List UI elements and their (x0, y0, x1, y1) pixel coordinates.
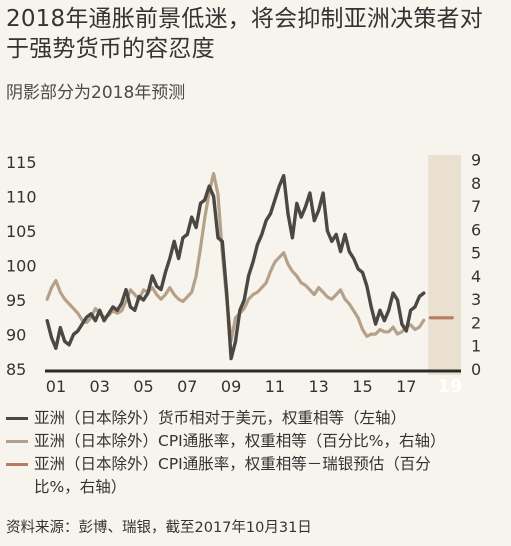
x-tick-label: 11 (265, 377, 285, 396)
left-tick-label: 90 (6, 325, 26, 344)
right-tick-label: 7 (471, 197, 481, 216)
legend-label-fx: 亚洲（日本除外）货币相对于美元，权重相等（左轴） (34, 409, 407, 427)
right-tick-label: 9 (471, 151, 481, 170)
legend-item-forecast: 亚洲（日本除外）CPI通胀率，权重相等－瑞银预估（百分比%，右轴） (6, 453, 506, 499)
left-tick-label: 110 (6, 187, 37, 206)
right-tick-label: 5 (471, 244, 481, 263)
right-tick-label: 2 (471, 313, 481, 332)
x-tick-label: 03 (90, 377, 110, 396)
right-tick-label: 0 (471, 360, 481, 379)
x-tick-label: 17 (396, 377, 416, 396)
x-axis-ticks: 01 03 05 07 09 11 13 15 17 19 (46, 376, 463, 397)
chart-subtitle: 阴影部分为2018年预测 (6, 83, 186, 103)
x-tick-label: 15 (352, 377, 372, 396)
legend: 亚洲（日本除外）货币相对于美元，权重相等（左轴） 亚洲（日本除外）CPI通胀率，… (6, 407, 506, 499)
chart-title: 2018年通胀前景低迷，将会抑制亚洲决策者对于强势货币的容忍度 (6, 6, 483, 62)
series-line-fx (45, 174, 426, 361)
right-tick-label: 8 (471, 174, 481, 193)
x-tick-label: 09 (221, 377, 241, 396)
x-tick-label: 07 (177, 377, 197, 396)
series-layer (45, 172, 454, 361)
left-tick-label: 95 (6, 291, 26, 310)
legend-swatch-cpi (6, 440, 28, 443)
right-tick-label: 3 (471, 290, 481, 309)
left-tick-label: 85 (6, 360, 26, 379)
legend-label-cpi: 亚洲（日本除外）CPI通胀率，权重相等（百分比%，右轴） (34, 432, 446, 450)
left-tick-label: 100 (6, 256, 37, 275)
legend-item-cpi: 亚洲（日本除外）CPI通胀率，权重相等（百分比%，右轴） (6, 430, 506, 453)
legend-label-forecast: 亚洲（日本除外）CPI通胀率，权重相等－瑞银预估（百分比%，右轴） (34, 455, 431, 496)
x-tick-label: 01 (46, 377, 66, 396)
right-tick-label: 1 (471, 337, 481, 356)
right-tick-label: 4 (471, 267, 481, 286)
x-tick-label: 13 (309, 377, 329, 396)
left-tick-label: 115 (6, 153, 37, 172)
left-tick-label: 105 (6, 222, 37, 241)
left-axis-ticks: 85 90 95 100 105 110 115 (6, 153, 37, 379)
source-note: 资料来源：彭博、瑞银，截至2017年10月31日 (6, 520, 312, 536)
legend-swatch-forecast (6, 463, 28, 466)
x-tick-label: 19 (438, 376, 463, 397)
right-axis-ticks: 0 1 2 3 4 5 6 7 8 9 (471, 151, 481, 379)
legend-item-fx: 亚洲（日本除外）货币相对于美元，权重相等（左轴） (6, 407, 506, 430)
legend-swatch-fx (6, 417, 28, 420)
x-tick-label: 05 (133, 377, 153, 396)
forecast-shade (428, 155, 461, 375)
right-tick-label: 6 (471, 220, 481, 239)
